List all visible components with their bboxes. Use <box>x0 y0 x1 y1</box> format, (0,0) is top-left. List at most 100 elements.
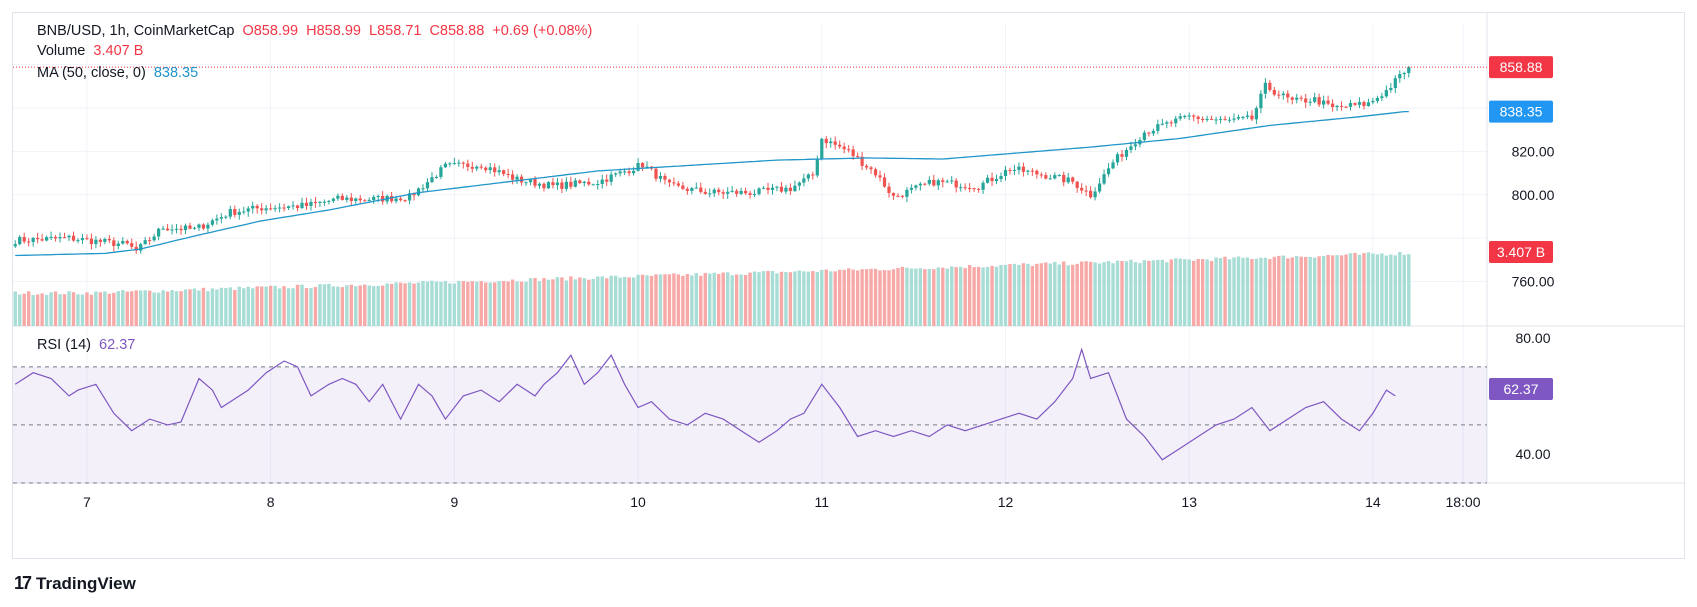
candle-body[interactable] <box>1160 123 1164 125</box>
candle-body[interactable] <box>121 240 125 244</box>
candle-body[interactable] <box>448 163 452 165</box>
tradingview-brand[interactable]: 17 TradingView <box>14 573 136 594</box>
candle-body[interactable] <box>735 190 739 194</box>
candle-body[interactable] <box>712 189 716 194</box>
candle-body[interactable] <box>1075 181 1079 188</box>
candle-body[interactable] <box>354 198 358 202</box>
candle-body[interactable] <box>829 141 833 144</box>
candle-body[interactable] <box>71 235 76 241</box>
candle-body[interactable] <box>215 218 219 221</box>
candle-body[interactable] <box>815 159 819 176</box>
candle-body[interactable] <box>856 156 860 158</box>
candle-body[interactable] <box>470 166 474 169</box>
candle-body[interactable] <box>224 216 228 218</box>
candle-body[interactable] <box>295 205 300 209</box>
candle-body[interactable] <box>497 170 501 173</box>
candle-body[interactable] <box>89 238 94 245</box>
candle-body[interactable] <box>1236 117 1241 119</box>
candle-body[interactable] <box>721 192 725 194</box>
candle-body[interactable] <box>1295 97 1299 100</box>
candle-body[interactable] <box>685 188 689 191</box>
candle-body[interactable] <box>277 207 282 209</box>
candle-body[interactable] <box>788 187 793 192</box>
candle-body[interactable] <box>891 193 896 196</box>
candle-body[interactable] <box>412 193 416 196</box>
candle-body[interactable] <box>416 188 421 196</box>
candle-body[interactable] <box>53 236 58 239</box>
candle-body[interactable] <box>107 238 111 241</box>
candle-body[interactable] <box>358 198 362 201</box>
candle-body[interactable] <box>1039 174 1043 176</box>
candle-body[interactable] <box>403 200 407 202</box>
candle-body[interactable] <box>322 201 327 203</box>
candle-body[interactable] <box>219 217 223 219</box>
candle-body[interactable] <box>640 162 645 168</box>
candle-body[interactable] <box>1071 177 1075 182</box>
candle-body[interactable] <box>1299 97 1303 99</box>
candle-body[interactable] <box>439 167 443 177</box>
candle-body[interactable] <box>22 236 26 242</box>
candle-body[interactable] <box>914 185 918 188</box>
candle-body[interactable] <box>528 179 533 183</box>
candle-body[interactable] <box>1129 146 1133 150</box>
candle-body[interactable] <box>1089 190 1093 198</box>
candle-body[interactable] <box>573 180 577 187</box>
candle-body[interactable] <box>1147 132 1151 134</box>
candle-body[interactable] <box>170 229 174 231</box>
candle-body[interactable] <box>367 199 371 201</box>
candle-body[interactable] <box>273 208 277 210</box>
candle-body[interactable] <box>309 201 313 206</box>
candle-body[interactable] <box>1097 183 1102 192</box>
candle-body[interactable] <box>999 175 1003 179</box>
candle-body[interactable] <box>600 179 604 184</box>
candle-body[interactable] <box>201 224 206 229</box>
candle-body[interactable] <box>1317 97 1321 105</box>
candle-body[interactable] <box>985 177 990 183</box>
candle-body[interactable] <box>537 183 542 186</box>
candle-body[interactable] <box>475 166 479 169</box>
candle-body[interactable] <box>197 224 201 228</box>
candle-body[interactable] <box>1151 130 1155 134</box>
candle-body[interactable] <box>1398 74 1402 79</box>
candle-body[interactable] <box>479 166 483 168</box>
candle-body[interactable] <box>784 187 788 192</box>
candle-body[interactable] <box>757 188 761 195</box>
candle-body[interactable] <box>1322 100 1326 105</box>
candle-body[interactable] <box>860 156 864 166</box>
candle-body[interactable] <box>1008 169 1012 171</box>
candle-body[interactable] <box>327 200 331 202</box>
candle-body[interactable] <box>466 163 470 167</box>
candle-body[interactable] <box>811 174 815 176</box>
candle-body[interactable] <box>560 182 564 189</box>
candle-body[interactable] <box>85 238 89 240</box>
candle-body[interactable] <box>1268 82 1272 90</box>
candle-body[interactable] <box>179 228 183 231</box>
candle-body[interactable] <box>1044 175 1048 179</box>
candle-body[interactable] <box>954 180 958 188</box>
candle-body[interactable] <box>192 227 197 229</box>
candle-body[interactable] <box>98 239 102 242</box>
candle-body[interactable] <box>76 240 80 242</box>
candle-body[interactable] <box>681 185 685 189</box>
candle-body[interactable] <box>188 225 192 229</box>
candle-body[interactable] <box>510 174 515 180</box>
candle-body[interactable] <box>941 180 945 182</box>
candle-body[interactable] <box>1106 168 1111 175</box>
candle-body[interactable] <box>627 171 631 174</box>
candle-body[interactable] <box>345 197 349 200</box>
candle-body[interactable] <box>304 202 309 206</box>
candle-body[interactable] <box>488 167 492 171</box>
candle-body[interactable] <box>44 237 49 241</box>
candle-body[interactable] <box>976 188 981 190</box>
candle-body[interactable] <box>770 187 775 191</box>
rsi-badge-bg[interactable] <box>1489 378 1553 401</box>
candle-body[interactable] <box>972 188 976 190</box>
candle-body[interactable] <box>748 193 752 195</box>
candle-body[interactable] <box>1402 73 1406 75</box>
candle-body[interactable] <box>80 238 85 241</box>
candle-body[interactable] <box>667 179 672 183</box>
candle-body[interactable] <box>1277 94 1281 96</box>
candle-body[interactable] <box>134 246 138 251</box>
candle-body[interactable] <box>255 205 259 209</box>
candle-body[interactable] <box>1263 82 1267 94</box>
